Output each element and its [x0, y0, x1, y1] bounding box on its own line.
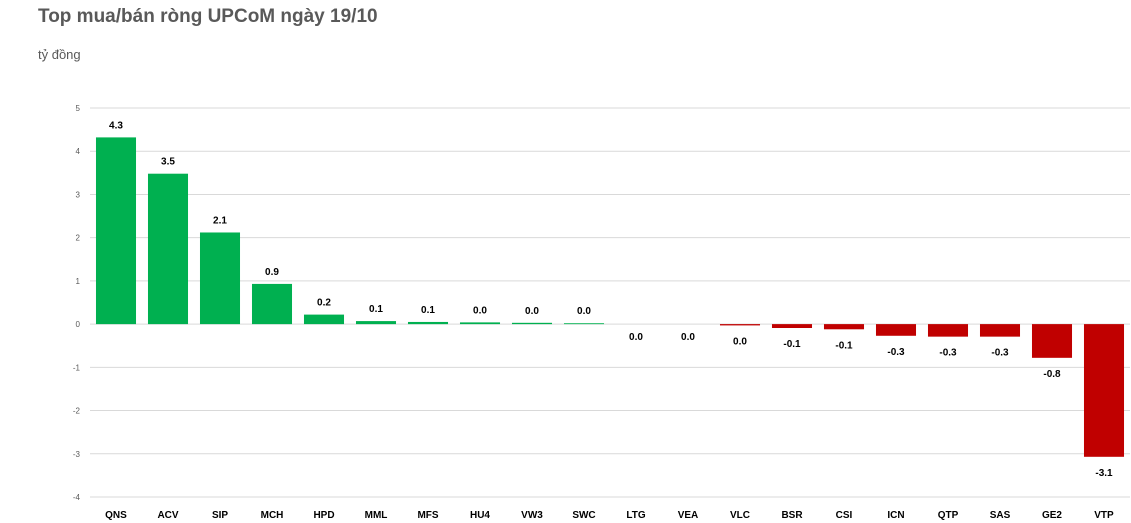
y-tick-label: 0 — [76, 320, 81, 329]
bar — [1031, 324, 1073, 358]
y-tick-label: 3 — [76, 190, 81, 199]
data-label: 0.1 — [369, 304, 383, 315]
category-label: VW3 — [521, 510, 543, 521]
category-label: QTP — [938, 510, 959, 521]
bar — [979, 324, 1021, 337]
data-label: 0.0 — [525, 306, 539, 317]
y-tick-label: -4 — [73, 493, 81, 502]
category-label: ICN — [887, 510, 904, 521]
bar — [199, 232, 241, 325]
category-label: SAS — [990, 510, 1011, 521]
data-label: -3.1 — [1095, 468, 1113, 479]
bar — [927, 324, 969, 337]
category-label: SWC — [572, 510, 595, 521]
bar — [511, 322, 553, 325]
data-label: -0.3 — [991, 348, 1009, 359]
data-label: -0.1 — [835, 340, 853, 351]
gridlines — [90, 107, 1130, 498]
data-label: -0.8 — [1043, 369, 1061, 380]
data-label: 0.0 — [473, 305, 487, 316]
data-label: -0.3 — [887, 347, 905, 358]
y-tick-label: -1 — [73, 363, 81, 372]
data-label: -0.1 — [783, 339, 801, 350]
category-label: VTP — [1094, 510, 1114, 521]
category-label: ACV — [157, 510, 178, 521]
bars — [95, 137, 1125, 457]
category-labels: QNS ACV SIP MCH HPD MML MFS HU4 VW3 SWC LTG VEA VLC B… — [105, 510, 1114, 521]
y-tick-label: 4 — [76, 147, 81, 156]
y-axis-ticks: 5 4 3 2 1 0 -1 -2 -3 -4 — [73, 104, 81, 502]
bar — [875, 324, 917, 336]
category-label: CSI — [836, 510, 853, 521]
data-labels: 4.3 3.5 2.1 0.9 0.2 0.1 0.1 0.0 0.0 0.0 0.0 0.0 0.0 -… — [109, 120, 1113, 478]
data-label: 4.3 — [109, 120, 123, 131]
data-label: 3.5 — [161, 157, 175, 168]
bar — [459, 322, 501, 325]
bar — [563, 323, 605, 325]
data-label: 0.2 — [317, 298, 331, 309]
bar — [1083, 324, 1125, 457]
data-label: 0.0 — [733, 336, 747, 347]
bar — [771, 324, 813, 329]
bar — [251, 283, 293, 325]
y-tick-label: 2 — [76, 234, 81, 243]
category-label: MML — [365, 510, 388, 521]
y-tick-label: -2 — [73, 407, 81, 416]
category-label: VLC — [730, 510, 750, 521]
data-label: -0.3 — [939, 348, 957, 359]
unit-label: tỷ đồng — [38, 47, 81, 62]
y-tick-label: -3 — [73, 450, 81, 459]
y-tick-label: 5 — [76, 104, 81, 113]
data-label: 0.9 — [265, 267, 279, 278]
bar — [823, 324, 865, 330]
data-label: 0.0 — [681, 332, 695, 343]
category-label: HPD — [313, 510, 334, 521]
data-label: 0.1 — [421, 305, 435, 316]
category-label: MFS — [417, 510, 438, 521]
data-label: 2.1 — [213, 215, 227, 226]
category-label: GE2 — [1042, 510, 1062, 521]
category-label: SIP — [212, 510, 228, 521]
bar — [719, 324, 761, 326]
category-label: VEA — [678, 510, 699, 521]
bar — [95, 137, 137, 325]
category-label: BSR — [781, 510, 803, 521]
data-label: 0.0 — [629, 332, 643, 343]
category-label: MCH — [261, 510, 284, 521]
bar — [407, 321, 449, 325]
category-label: LTG — [626, 510, 645, 521]
data-label: 0.0 — [577, 306, 591, 317]
chart-title: Top mua/bán ròng UPCoM ngày 19/10 — [38, 6, 378, 27]
bar — [147, 173, 189, 325]
category-label: HU4 — [470, 510, 490, 521]
bar — [303, 314, 345, 325]
bar — [355, 321, 397, 325]
y-tick-label: 1 — [76, 277, 81, 286]
category-label: QNS — [105, 510, 127, 521]
